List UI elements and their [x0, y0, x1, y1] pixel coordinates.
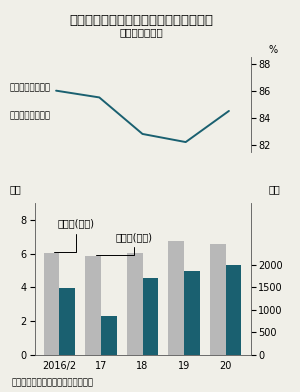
Text: セブン＆アイの利益はコンビニが支える: セブン＆アイの利益はコンビニが支える — [69, 14, 213, 27]
Bar — [210, 244, 226, 355]
Text: 兆円: 兆円 — [10, 184, 21, 194]
Bar — [59, 288, 75, 355]
Bar — [168, 241, 184, 355]
Bar — [127, 253, 142, 355]
Text: （注）コンビニ事業は国内外の合計: （注）コンビニ事業は国内外の合計 — [12, 378, 94, 387]
Text: %: % — [269, 45, 278, 56]
Text: 純利益(右軸): 純利益(右軸) — [96, 232, 152, 254]
Text: 億円: 億円 — [269, 184, 280, 194]
Text: コンビニ事業割合: コンビニ事業割合 — [10, 112, 51, 121]
Bar — [142, 278, 158, 355]
Text: 連結業績の推移: 連結業績の推移 — [119, 27, 163, 38]
Text: 売上高(左軸): 売上高(左軸) — [54, 218, 94, 252]
Bar — [184, 270, 200, 355]
Text: 営業利益に占める: 営業利益に占める — [10, 83, 51, 93]
Bar — [85, 256, 101, 355]
Bar — [44, 253, 59, 355]
Bar — [226, 265, 242, 355]
Bar — [101, 316, 117, 355]
